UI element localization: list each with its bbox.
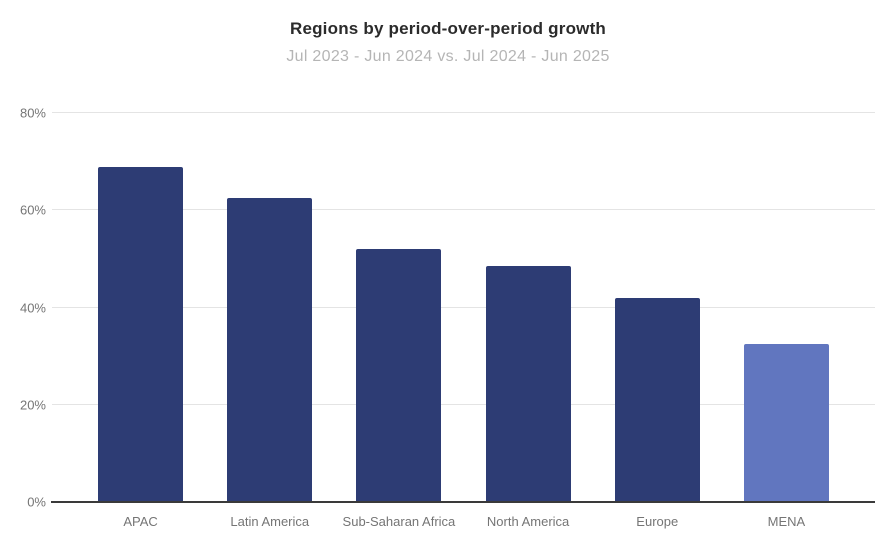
y-axis-tick-label: 20%: [19, 397, 46, 413]
chart-subtitle: Jul 2023 - Jun 2024 vs. Jul 2024 - Jun 2…: [286, 48, 610, 65]
chart-header: Regions by period-over-period growth Jul…: [0, 19, 896, 66]
x-axis-label: APAC: [123, 514, 158, 529]
bar-sub-saharan-africa: [356, 249, 442, 502]
y-axis: 0% 20% 40% 60% 80%: [0, 106, 46, 510]
bar-apac: [98, 166, 184, 502]
bar-mena: [743, 343, 829, 502]
gridline: [52, 403, 875, 405]
gridline: [52, 112, 875, 113]
gridline: [52, 306, 875, 308]
x-axis-label: North America: [486, 514, 570, 529]
y-axis-tick-label: 60%: [19, 202, 46, 218]
y-axis-tick-label: 40%: [19, 300, 46, 315]
bar-slot: MENA: [722, 113, 851, 529]
bar-slot: Latin America: [205, 113, 334, 529]
x-axis-label: MENA: [767, 514, 806, 529]
x-axis-label: Europe: [636, 514, 679, 529]
chart-title: Regions by period-over-period growth: [289, 19, 607, 38]
bar-latin-america: [227, 198, 313, 502]
gridline: [52, 209, 875, 211]
plot-area: APAC Latin America Sub-Saharan Africa North…: [51, 112, 875, 529]
x-axis-label: Latin America: [230, 514, 310, 529]
x-axis-label: Sub-Saharan Africa: [342, 514, 456, 529]
bar-slot: North America: [464, 113, 593, 529]
bars-row: APAC Latin America Sub-Saharan Africa North…: [52, 113, 875, 529]
bar-slot: Europe: [593, 113, 722, 529]
y-axis-tick-label: 0%: [27, 494, 46, 510]
bar-europe: [614, 297, 700, 502]
bar-slot: Sub-Saharan Africa: [334, 113, 463, 529]
bar-slot: APAC: [76, 113, 205, 529]
y-axis-tick-label: 80%: [19, 105, 46, 121]
bar-north-america: [485, 266, 571, 502]
x-axis-line: [51, 501, 875, 503]
